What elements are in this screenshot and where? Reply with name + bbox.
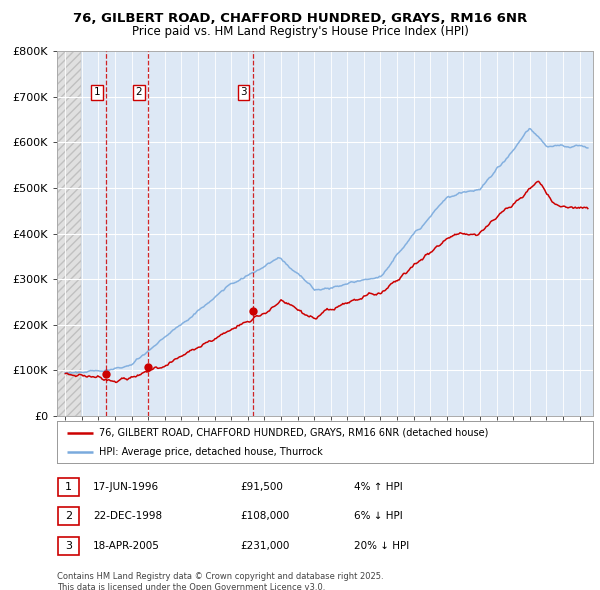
Text: £91,500: £91,500 — [240, 482, 283, 491]
Text: 3: 3 — [65, 541, 72, 550]
FancyBboxPatch shape — [58, 507, 79, 525]
Text: 76, GILBERT ROAD, CHAFFORD HUNDRED, GRAYS, RM16 6NR (detached house): 76, GILBERT ROAD, CHAFFORD HUNDRED, GRAY… — [99, 428, 488, 438]
Text: 2: 2 — [65, 512, 72, 521]
Text: 1: 1 — [94, 87, 100, 97]
FancyBboxPatch shape — [58, 478, 79, 496]
Text: 1: 1 — [65, 482, 72, 491]
Text: 17-JUN-1996: 17-JUN-1996 — [93, 482, 159, 491]
Text: £231,000: £231,000 — [240, 541, 289, 550]
Text: Price paid vs. HM Land Registry's House Price Index (HPI): Price paid vs. HM Land Registry's House … — [131, 25, 469, 38]
Text: 22-DEC-1998: 22-DEC-1998 — [93, 512, 162, 521]
Text: HPI: Average price, detached house, Thurrock: HPI: Average price, detached house, Thur… — [99, 447, 323, 457]
Text: 20% ↓ HPI: 20% ↓ HPI — [354, 541, 409, 550]
Text: 76, GILBERT ROAD, CHAFFORD HUNDRED, GRAYS, RM16 6NR: 76, GILBERT ROAD, CHAFFORD HUNDRED, GRAY… — [73, 12, 527, 25]
Text: 6% ↓ HPI: 6% ↓ HPI — [354, 512, 403, 521]
Bar — [57, 51, 80, 416]
Text: 2: 2 — [136, 87, 142, 97]
Text: 18-APR-2005: 18-APR-2005 — [93, 541, 160, 550]
Text: Contains HM Land Registry data © Crown copyright and database right 2025.
This d: Contains HM Land Registry data © Crown c… — [57, 572, 383, 590]
Text: 3: 3 — [240, 87, 247, 97]
Text: 4% ↑ HPI: 4% ↑ HPI — [354, 482, 403, 491]
Text: £108,000: £108,000 — [240, 512, 289, 521]
FancyBboxPatch shape — [58, 537, 79, 555]
